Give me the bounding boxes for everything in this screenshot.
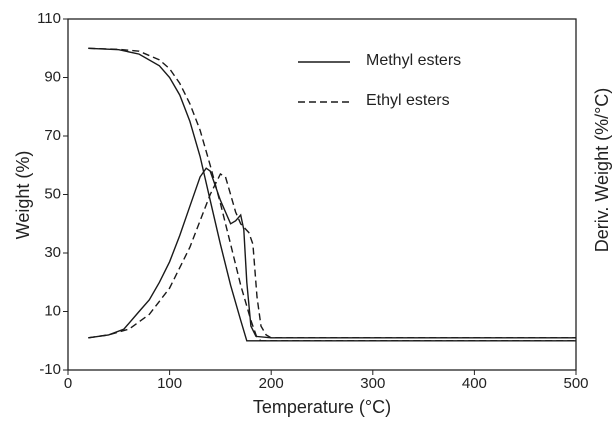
x-axis-label: Temperature (°C) <box>253 397 391 417</box>
y-tick-label: 90 <box>44 68 61 85</box>
x-tick-label: 200 <box>259 375 284 392</box>
y2-axis-label: Deriv. Weight (%/°C) <box>592 88 612 253</box>
y-tick-label: 30 <box>44 244 61 261</box>
x-tick-label: 0 <box>64 375 72 392</box>
x-tick-label: 100 <box>157 375 182 392</box>
x-tick-label: 300 <box>360 375 385 392</box>
x-tick-label: 400 <box>462 375 487 392</box>
y-tick-label: 10 <box>44 302 61 319</box>
y-tick-label: 70 <box>44 127 61 144</box>
y-tick-label: 110 <box>37 10 61 27</box>
line <box>88 173 576 339</box>
legend-label: Ethyl esters <box>366 92 450 109</box>
legend-label: Methyl esters <box>366 52 461 69</box>
line <box>88 47 576 342</box>
y-axis-label: Weight (%) <box>13 151 33 240</box>
line <box>88 47 576 342</box>
line <box>88 167 576 339</box>
y-tick-label: -10 <box>39 361 61 378</box>
y-tick-label: 50 <box>44 185 61 202</box>
x-tick-label: 500 <box>563 375 588 392</box>
